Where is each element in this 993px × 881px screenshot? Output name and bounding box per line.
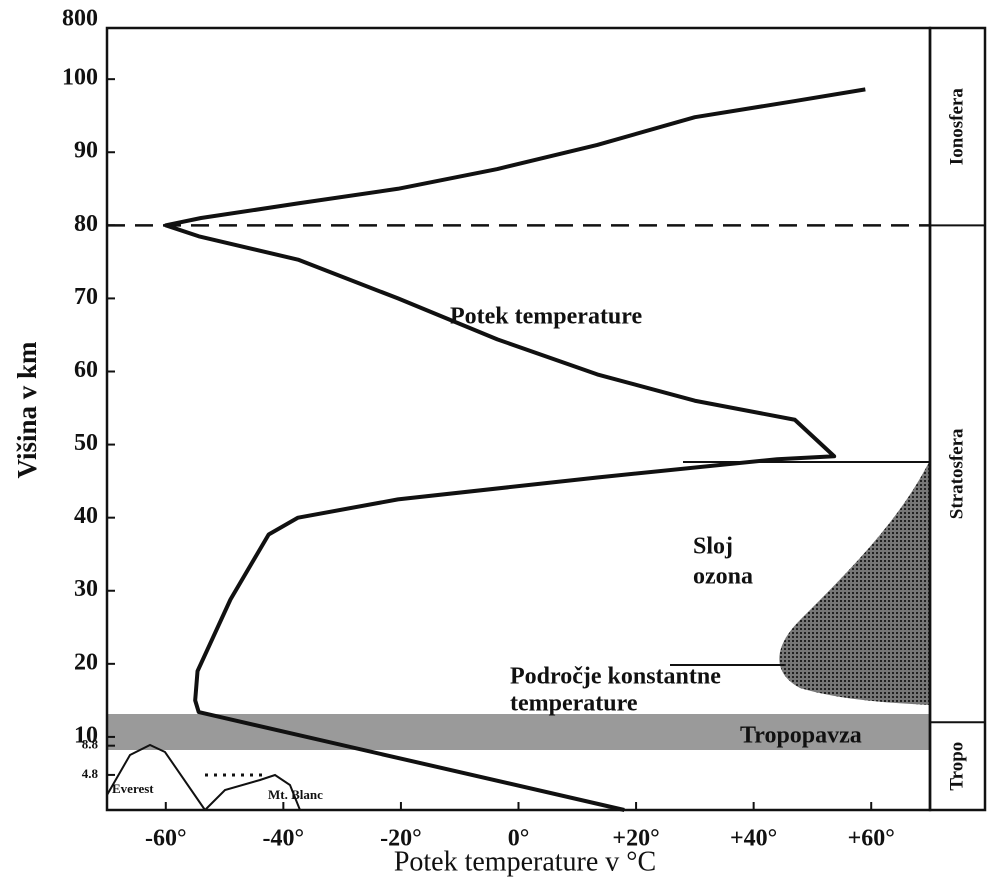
y-tick-label: 20 xyxy=(74,649,98,675)
y-tick-label: 80 xyxy=(74,211,98,237)
ozone-layer xyxy=(779,460,930,705)
annotation: Tropopavza xyxy=(740,723,862,749)
annotation: temperature xyxy=(510,691,638,717)
x-tick-label: 0° xyxy=(508,826,530,852)
y-tick-label: 50 xyxy=(74,430,98,456)
x-tick-label: -60° xyxy=(145,826,187,852)
y-tick-label: 70 xyxy=(74,284,98,310)
annotation: ozona xyxy=(693,564,753,590)
x-tick-label: +20° xyxy=(612,826,659,852)
annotation: Mt. Blanc xyxy=(268,787,323,802)
x-tick-label: +40° xyxy=(730,826,777,852)
y-tick-label: 4.8 xyxy=(82,766,99,781)
y-tick-label: 30 xyxy=(74,576,98,602)
x-tick-label: -20° xyxy=(380,826,422,852)
y-tick-label: 100 xyxy=(62,65,98,91)
annotation: Potek temperature xyxy=(450,304,643,330)
y-tick-label: 60 xyxy=(74,357,98,383)
chart: Potek temperature Sloj ozona Področje ko… xyxy=(0,0,993,881)
layer-label: Ionosfera xyxy=(946,88,967,166)
y-tick-label: 90 xyxy=(74,138,98,164)
y-axis-title: Višina v km xyxy=(12,341,42,479)
layer-label: Stratosfera xyxy=(946,428,967,519)
annotation: Everest xyxy=(112,781,154,796)
y-tick-label: 40 xyxy=(74,503,98,529)
y-tick-label: 10 xyxy=(74,722,98,748)
annotation: Področje konstantne xyxy=(510,664,721,690)
x-tick-label: -40° xyxy=(263,826,305,852)
axis-break-label: 800 xyxy=(62,6,98,32)
x-tick-label: +60° xyxy=(848,826,895,852)
everest-outline xyxy=(107,745,205,810)
annotation: Sloj xyxy=(693,534,733,560)
layer-label: Tropo xyxy=(946,742,967,791)
